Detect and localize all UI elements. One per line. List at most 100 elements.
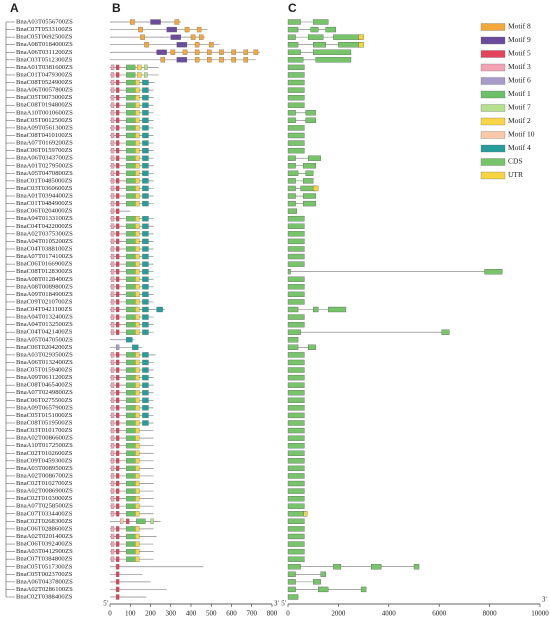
- motif: [142, 367, 149, 373]
- motif: [115, 405, 120, 411]
- gene-name: BnaC08T0519500ZS: [16, 420, 73, 427]
- motif: [115, 556, 120, 562]
- motif: [126, 140, 136, 146]
- motif: [115, 110, 120, 116]
- motif: [126, 299, 136, 305]
- gene-name: BnaA08T0089800ZS: [16, 283, 73, 290]
- motif: [115, 208, 120, 214]
- gene-name: BnaC09T0210700ZS: [16, 298, 73, 305]
- motif: [142, 125, 149, 131]
- motif: [110, 102, 115, 108]
- motif: [126, 72, 136, 78]
- motif: [135, 367, 140, 373]
- legend-label: Motif 9: [508, 35, 531, 44]
- gene-name: BnaC01T0479300ZS: [16, 71, 73, 78]
- motif: [142, 246, 149, 252]
- motif: [110, 382, 115, 388]
- motif: [115, 465, 120, 472]
- motif: [156, 49, 167, 55]
- cds: [287, 556, 305, 562]
- motif: [126, 269, 136, 275]
- motif: [126, 427, 136, 434]
- legend-swatch: [480, 36, 506, 45]
- legend-swatch: [480, 90, 506, 99]
- motif: [170, 49, 176, 55]
- motif: [144, 42, 149, 48]
- motif: [119, 518, 124, 524]
- motif: [115, 427, 120, 434]
- motif: [142, 79, 149, 86]
- motif: [115, 246, 120, 252]
- cds: [308, 155, 321, 161]
- panel-label: C: [288, 1, 297, 15]
- cds: [287, 291, 305, 298]
- motif: [137, 72, 142, 78]
- motif: [126, 79, 136, 86]
- cds: [371, 564, 382, 570]
- motif: [135, 397, 140, 403]
- cds: [287, 427, 305, 434]
- tick-label: 0: [108, 610, 112, 618]
- motif: [126, 200, 136, 207]
- cds: [413, 564, 420, 570]
- motif: [135, 503, 140, 509]
- motif: [115, 571, 120, 577]
- cds: [287, 458, 305, 464]
- utr: [303, 511, 308, 517]
- motif: [231, 49, 236, 55]
- cds: [287, 495, 305, 502]
- legend-label: Motif 1: [508, 89, 531, 98]
- motif: [115, 359, 120, 366]
- cds: [287, 435, 305, 441]
- cds: [287, 185, 296, 192]
- cds: [484, 269, 503, 275]
- motif: [135, 435, 140, 441]
- motif: [243, 49, 249, 55]
- motif: [115, 450, 120, 456]
- motif: [126, 495, 136, 502]
- motif: [126, 185, 136, 192]
- motif: [115, 87, 120, 93]
- motif: [115, 412, 120, 419]
- gene-name: BnaA02T0086600ZS: [16, 435, 73, 442]
- motif: [135, 548, 140, 555]
- motif: [110, 314, 115, 320]
- motif: [142, 155, 149, 161]
- motif: [182, 49, 188, 55]
- tick-label: 300: [166, 610, 177, 618]
- motif: [110, 223, 115, 229]
- motif: [115, 79, 120, 86]
- cds: [287, 412, 305, 419]
- motif: [115, 261, 120, 267]
- cds: [313, 42, 326, 48]
- gene-name: BnaC06T0275500ZS: [16, 397, 73, 404]
- cds: [328, 306, 347, 313]
- cds: [287, 571, 296, 577]
- axis-end: 3': [274, 600, 279, 608]
- gene-name: BnaC08T0128300ZS: [16, 268, 73, 275]
- cds: [287, 208, 297, 214]
- motif: [142, 390, 149, 396]
- motif: [110, 140, 115, 146]
- gene-name: BnaC01T0484900ZS: [16, 200, 73, 207]
- legend-label: Motif 8: [508, 22, 531, 31]
- motif: [115, 178, 120, 184]
- motif: [135, 374, 140, 381]
- gene-name: BnaC08T0524900ZS: [16, 79, 73, 86]
- motif: [115, 238, 120, 245]
- cds: [305, 110, 316, 116]
- gene-name: BnaA10T0172500ZS: [16, 442, 73, 449]
- cds: [287, 579, 296, 585]
- motif: [136, 518, 146, 524]
- motif: [135, 117, 140, 124]
- motif: [110, 110, 115, 116]
- motif: [126, 216, 136, 222]
- motif: [135, 193, 140, 199]
- motif: [243, 57, 249, 63]
- motif: [126, 95, 136, 101]
- motif: [135, 405, 140, 411]
- gene-name: BnaC03T0360600ZS: [16, 185, 73, 192]
- gene-name: BnaA06T0057800ZS: [16, 87, 73, 94]
- cds: [287, 19, 301, 25]
